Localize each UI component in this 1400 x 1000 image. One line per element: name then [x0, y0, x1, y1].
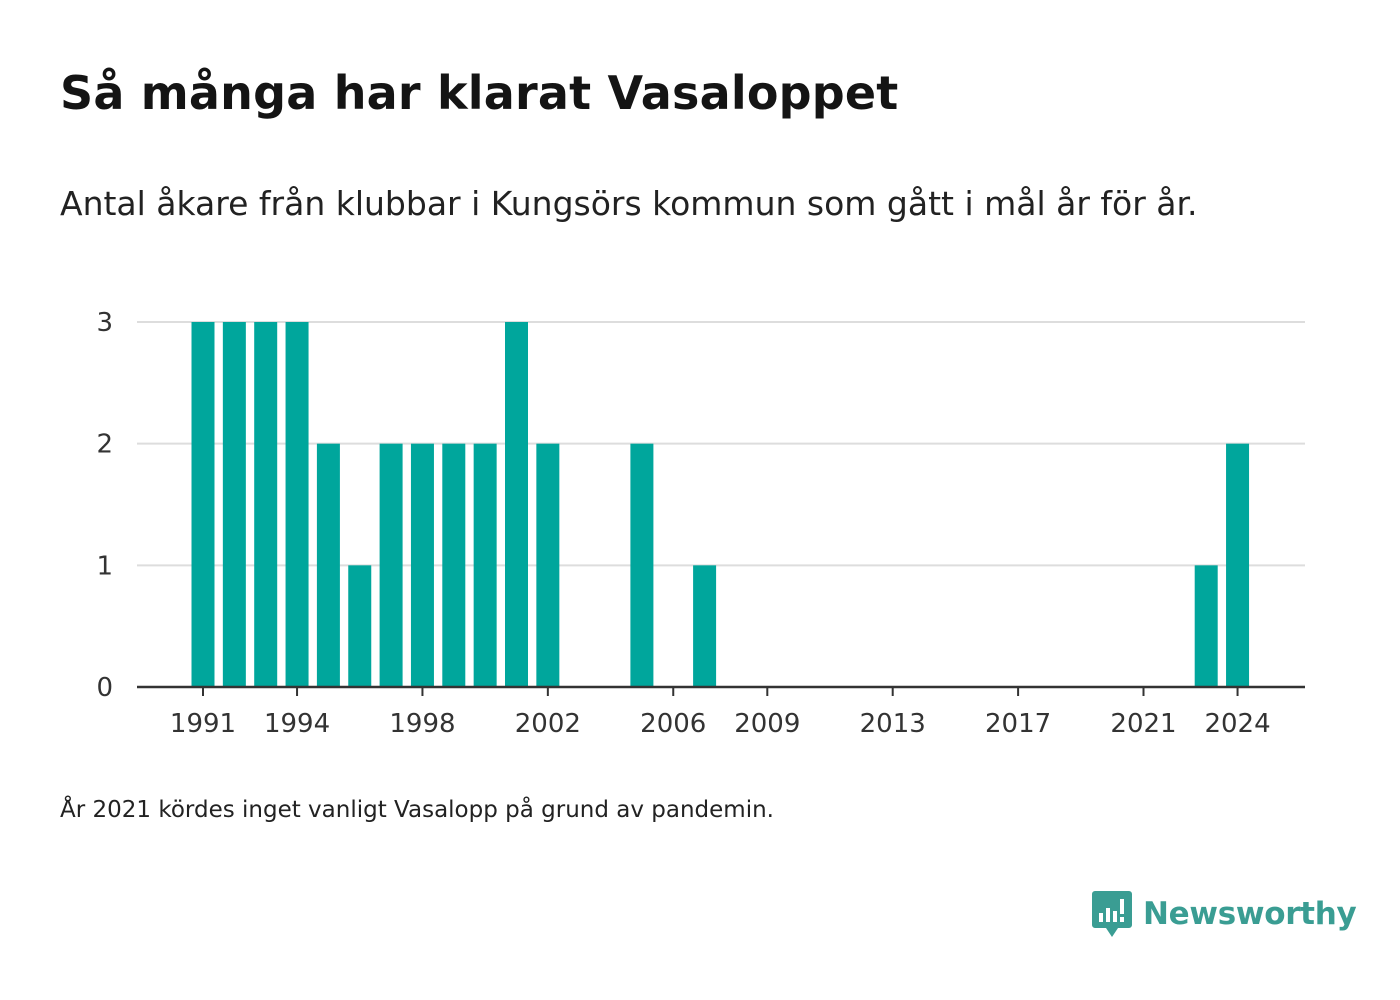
- bar-1993: [254, 322, 278, 687]
- y-tick-label: 1: [96, 551, 113, 581]
- bar-1998: [410, 443, 434, 687]
- x-tick-label: 1991: [170, 709, 236, 739]
- x-tick-label: 1994: [264, 709, 330, 739]
- x-axis: [137, 685, 1305, 696]
- tick-labels: 0 1 2 3 1991 1994 1998 2002 2006 2009 2013 2017 2021…: [96, 308, 1270, 739]
- newsworthy-logo-icon: [1092, 891, 1132, 937]
- bar-1992: [222, 322, 246, 687]
- bar-chart: 0 1 2 3 1991 1994 1998 2002 2006 2009 2013 2017 2021…: [96, 308, 1305, 739]
- bar-2024: [1226, 443, 1250, 687]
- bar-1996: [348, 565, 372, 687]
- newsworthy-logo[interactable]: Newsworthy: [1091, 889, 1357, 939]
- bar-2007: [693, 565, 717, 687]
- y-tick-label: 3: [96, 308, 113, 338]
- x-tick-label: 1998: [389, 709, 455, 739]
- chart-title: Så många har klarat Vasaloppet: [60, 66, 899, 120]
- x-tick-label: 2024: [1204, 709, 1270, 739]
- bar-2002: [536, 443, 560, 687]
- y-tick-label: 2: [96, 430, 113, 460]
- bar-2005: [630, 443, 654, 687]
- brand-name: Newsworthy: [1143, 896, 1357, 932]
- x-tick-label: 2009: [734, 709, 800, 739]
- bar-1991: [191, 322, 215, 687]
- bar-1997: [379, 443, 403, 687]
- y-tick-label: 0: [96, 673, 113, 703]
- bar-1995: [316, 443, 340, 687]
- x-tick-label: 2002: [515, 709, 581, 739]
- chart-subtitle: Antal åkare från klubbar i Kungsörs komm…: [60, 184, 1198, 223]
- bar-1994: [285, 322, 309, 687]
- gridlines: [137, 321, 1305, 567]
- x-tick-label: 2006: [640, 709, 706, 739]
- footnote: År 2021 kördes inget vanligt Vasalopp på…: [60, 797, 774, 823]
- x-tick-label: 2017: [985, 709, 1051, 739]
- bar-2001: [505, 322, 528, 687]
- bar-2023: [1194, 565, 1218, 687]
- bars: [191, 322, 1250, 687]
- x-tick-label: 2013: [860, 709, 926, 739]
- bar-2000: [473, 443, 497, 687]
- bar-1999: [442, 443, 466, 687]
- x-tick-label: 2021: [1110, 709, 1176, 739]
